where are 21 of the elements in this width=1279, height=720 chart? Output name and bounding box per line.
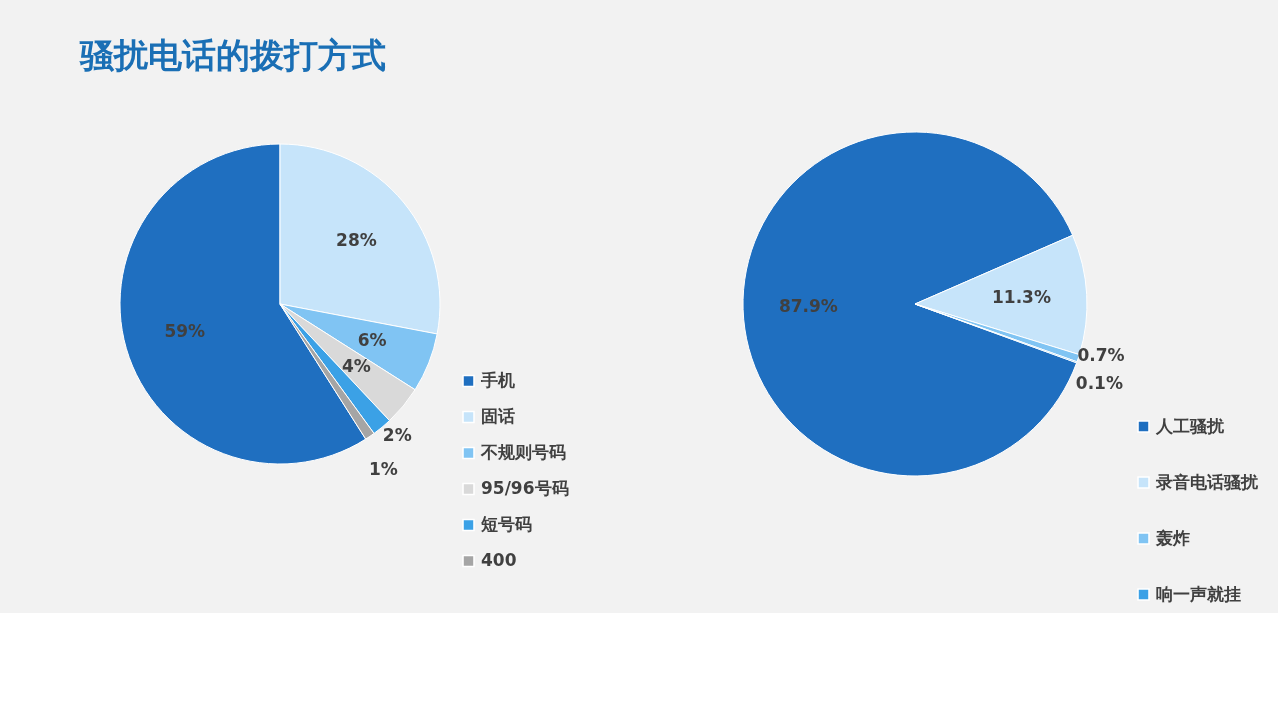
legend-label: 录音电话骚扰 — [1155, 471, 1259, 492]
data-label: 28% — [336, 229, 377, 250]
legend-label: 400 — [481, 549, 517, 570]
legend-label: 短号码 — [480, 513, 532, 534]
legend-label: 响一声就挂 — [1156, 583, 1241, 604]
legend-label: 轰炸 — [1155, 527, 1190, 548]
chart-title: 骚扰电话的拨打方式 — [79, 35, 386, 75]
data-label: 87.9% — [778, 296, 838, 317]
data-label: 0.7% — [1077, 344, 1125, 365]
data-label: 6% — [357, 329, 387, 350]
data-label: 0.1% — [1075, 373, 1123, 394]
legend-label: 不规则号码 — [480, 441, 566, 462]
legend-label: 95/96号码 — [481, 477, 569, 498]
data-label: 1% — [368, 459, 398, 480]
data-label: 59% — [164, 320, 206, 341]
data-label: 2% — [382, 424, 412, 445]
data-label: 4% — [342, 356, 371, 377]
legend-label: 人工骚扰 — [1155, 415, 1225, 436]
legend-label: 固话 — [481, 405, 515, 426]
data-label: 11.3% — [991, 287, 1051, 308]
legend-label: 手机 — [480, 369, 515, 390]
